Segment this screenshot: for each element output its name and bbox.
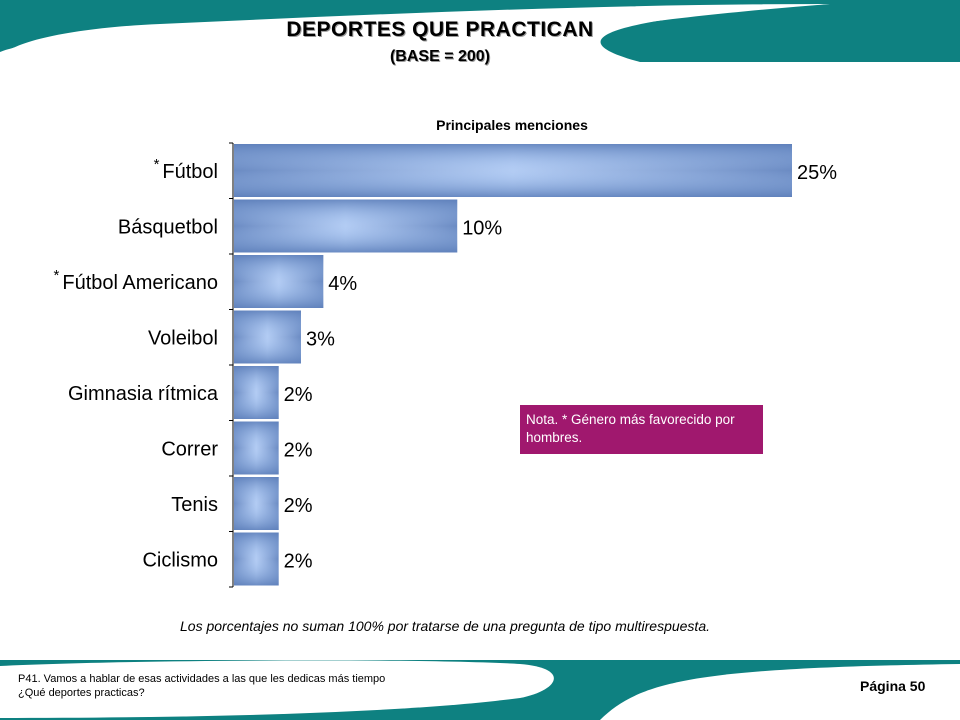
bar-shade	[234, 477, 279, 530]
note-box: Nota. * Género más favorecido por hombre…	[520, 405, 763, 454]
bar-shade	[234, 532, 279, 586]
category-label: Fútbol	[162, 161, 218, 183]
value-label: 2%	[284, 439, 313, 461]
bar-shade	[234, 199, 458, 253]
category-label: Ciclismo	[142, 549, 218, 571]
page-number: Página 50	[860, 678, 926, 694]
value-label: 2%	[284, 495, 313, 517]
question-line-1: P41. Vamos a hablar de esas actividades …	[18, 673, 386, 685]
value-label: 25%	[797, 162, 837, 184]
category-label: Básquetbol	[118, 216, 218, 238]
bar-group	[234, 199, 458, 253]
value-label: 4%	[328, 273, 357, 295]
category-label: Voleibol	[148, 327, 218, 349]
value-label: 2%	[284, 384, 313, 406]
bar-group	[234, 255, 324, 308]
question-line-2: ¿Qué deportes practicas?	[18, 687, 145, 699]
category-label: Gimnasia rítmica	[68, 383, 219, 405]
footnote: Los porcentajes no suman 100% por tratar…	[180, 618, 710, 634]
chart-title: Principales menciones	[436, 117, 588, 133]
bar-group	[234, 366, 279, 419]
value-label: 10%	[462, 217, 502, 239]
bar-group	[234, 421, 279, 475]
bar-shade	[234, 144, 792, 197]
bar-group	[234, 310, 301, 364]
bar-shade	[234, 421, 279, 475]
bar-shade	[234, 255, 324, 308]
bar-group	[234, 532, 279, 586]
value-label: 3%	[306, 328, 335, 350]
bottom-right-white-panel	[600, 664, 960, 720]
bottom-white-swoosh	[0, 660, 554, 718]
bar-shade	[234, 310, 301, 364]
category-label: Fútbol Americano	[62, 272, 218, 294]
bar-group	[234, 144, 792, 197]
category-marker: *	[54, 267, 60, 284]
value-label: 2%	[284, 550, 313, 572]
category-label: Correr	[161, 438, 218, 460]
category-label: Tenis	[171, 494, 218, 516]
category-marker: *	[154, 156, 160, 173]
top-teal-swoosh	[0, 0, 960, 62]
question-text: P41. Vamos a hablar de esas actividades …	[18, 672, 385, 700]
page-title: DEPORTES QUE PRACTICAN	[286, 18, 594, 41]
top-white-swoosh	[0, 4, 830, 60]
page-subtitle: (BASE = 200)	[389, 48, 491, 65]
bar-group	[234, 477, 279, 530]
bar-shade	[234, 366, 279, 419]
